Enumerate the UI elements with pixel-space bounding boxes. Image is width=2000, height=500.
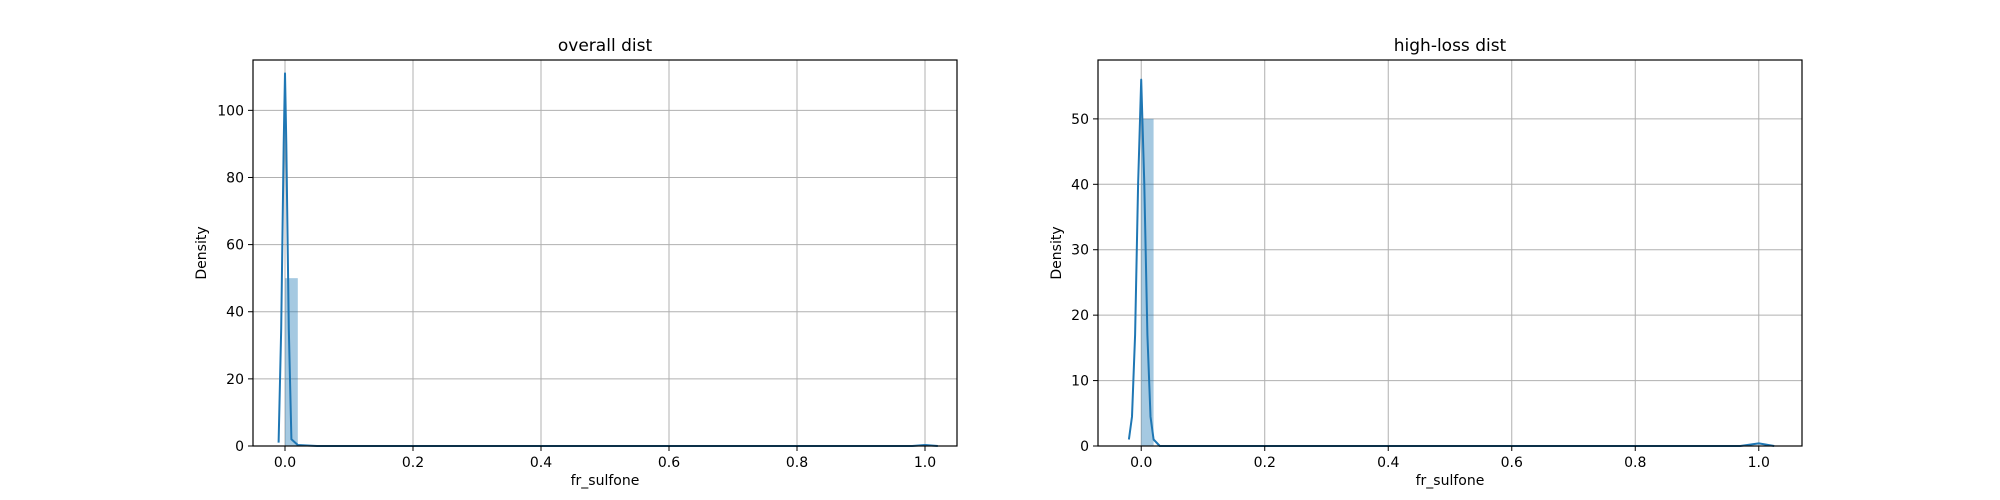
y-tick-layer: 0 20 40 60 80 100 bbox=[217, 103, 253, 455]
x-tick-layer: 0.0 0.2 0.4 0.6 0.8 1.0 bbox=[1130, 446, 1770, 471]
x-tick-label: 0.8 bbox=[1624, 455, 1646, 471]
y-tick-label: 20 bbox=[1071, 308, 1089, 324]
x-tick-label: 0.2 bbox=[1254, 455, 1276, 471]
x-tick-label: 0.0 bbox=[274, 455, 296, 471]
x-tick-label: 0.4 bbox=[1377, 455, 1399, 471]
x-tick-label: 0.0 bbox=[1130, 455, 1152, 471]
y-tick-label: 20 bbox=[226, 372, 244, 388]
x-tick-label: 1.0 bbox=[914, 455, 936, 471]
x-tick-label: 1.0 bbox=[1748, 455, 1770, 471]
y-tick-label: 80 bbox=[226, 170, 244, 186]
chart-panel-overall: overall dist 0.0 0.2 0.4 0.6 0.8 1.0 0 20 40 60 8… bbox=[194, 36, 958, 489]
y-tick-label: 40 bbox=[226, 305, 244, 321]
y-axis-label: Density bbox=[1049, 226, 1065, 279]
x-axis-label: fr_sulfone bbox=[571, 473, 640, 489]
x-tick-label: 0.8 bbox=[786, 455, 808, 471]
x-tick-label: 0.2 bbox=[402, 455, 424, 471]
y-tick-label: 10 bbox=[1071, 374, 1089, 390]
grid-layer bbox=[253, 60, 957, 447]
plot-frame bbox=[1097, 59, 1803, 447]
y-tick-label: 40 bbox=[1071, 177, 1089, 193]
x-tick-layer: 0.0 0.2 0.4 0.6 0.8 1.0 bbox=[274, 446, 936, 471]
plot-frame bbox=[252, 59, 958, 447]
chart-title: overall dist bbox=[558, 36, 653, 56]
kde-line bbox=[1127, 78, 1775, 447]
x-tick-label: 0.6 bbox=[1501, 455, 1523, 471]
x-axis-label: fr_sulfone bbox=[1416, 473, 1485, 489]
chart-panel-high-loss: high-loss dist 0.0 0.2 0.4 0.6 0.8 1.0 0 10 20 3… bbox=[1049, 36, 1803, 489]
kde-curve-layer bbox=[277, 72, 938, 447]
chart-title: high-loss dist bbox=[1394, 36, 1507, 56]
y-axis-label: Density bbox=[194, 226, 210, 279]
y-tick-label: 0 bbox=[1080, 439, 1089, 455]
kde-line bbox=[277, 72, 938, 447]
y-tick-label: 30 bbox=[1071, 243, 1089, 259]
y-tick-label: 60 bbox=[226, 238, 244, 254]
y-tick-label: 0 bbox=[235, 439, 244, 455]
x-tick-label: 0.6 bbox=[658, 455, 680, 471]
y-tick-layer: 0 10 20 30 40 50 bbox=[1071, 112, 1098, 455]
y-tick-label: 100 bbox=[217, 103, 244, 119]
x-tick-label: 0.4 bbox=[530, 455, 552, 471]
kde-curve-layer bbox=[1127, 78, 1775, 447]
y-tick-label: 50 bbox=[1071, 112, 1089, 128]
grid-layer bbox=[1098, 60, 1802, 447]
